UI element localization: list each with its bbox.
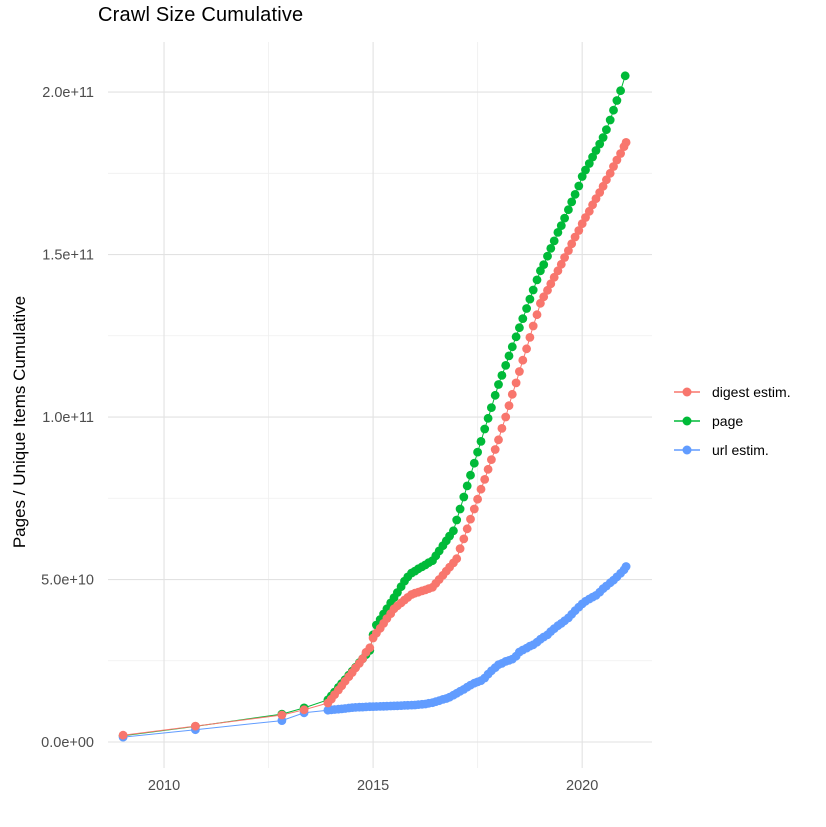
plot-title: Crawl Size Cumulative <box>98 4 304 26</box>
legend-label-url: url estim. <box>712 442 769 458</box>
major-gridlines <box>108 42 652 768</box>
legend: digest estim. page url estim. <box>672 384 791 458</box>
legend-item-digest: digest estim. <box>672 384 791 400</box>
series-page <box>118 71 630 741</box>
url-series-key-icon <box>674 445 700 455</box>
y-tick-label: 1.5e+11 <box>42 248 94 264</box>
series-digest-estim <box>118 138 631 740</box>
legend-item-url: url estim. <box>672 442 791 458</box>
axis-tick-labels: 0.0e+00 5.0e+10 1.0e+11 1.5e+11 2.0e+11 2010 2… <box>41 85 598 794</box>
y-tick-label: 1.0e+11 <box>42 410 94 426</box>
digest-series-key-icon <box>674 387 700 397</box>
y-tick-label: 2.0e+11 <box>42 85 94 101</box>
legend-item-page: page <box>672 413 791 429</box>
y-tick-label: 5.0e+10 <box>41 573 94 589</box>
x-tick-label: 2015 <box>357 778 389 794</box>
minor-gridlines <box>108 42 652 768</box>
series-url-estim <box>118 562 631 742</box>
legend-label-digest: digest estim. <box>712 384 791 400</box>
x-tick-label: 2020 <box>566 778 598 794</box>
page-series-key-icon <box>674 416 700 426</box>
x-tick-label: 2010 <box>148 778 180 794</box>
y-tick-label: 0.0e+00 <box>41 735 94 751</box>
legend-label-page: page <box>712 413 744 429</box>
